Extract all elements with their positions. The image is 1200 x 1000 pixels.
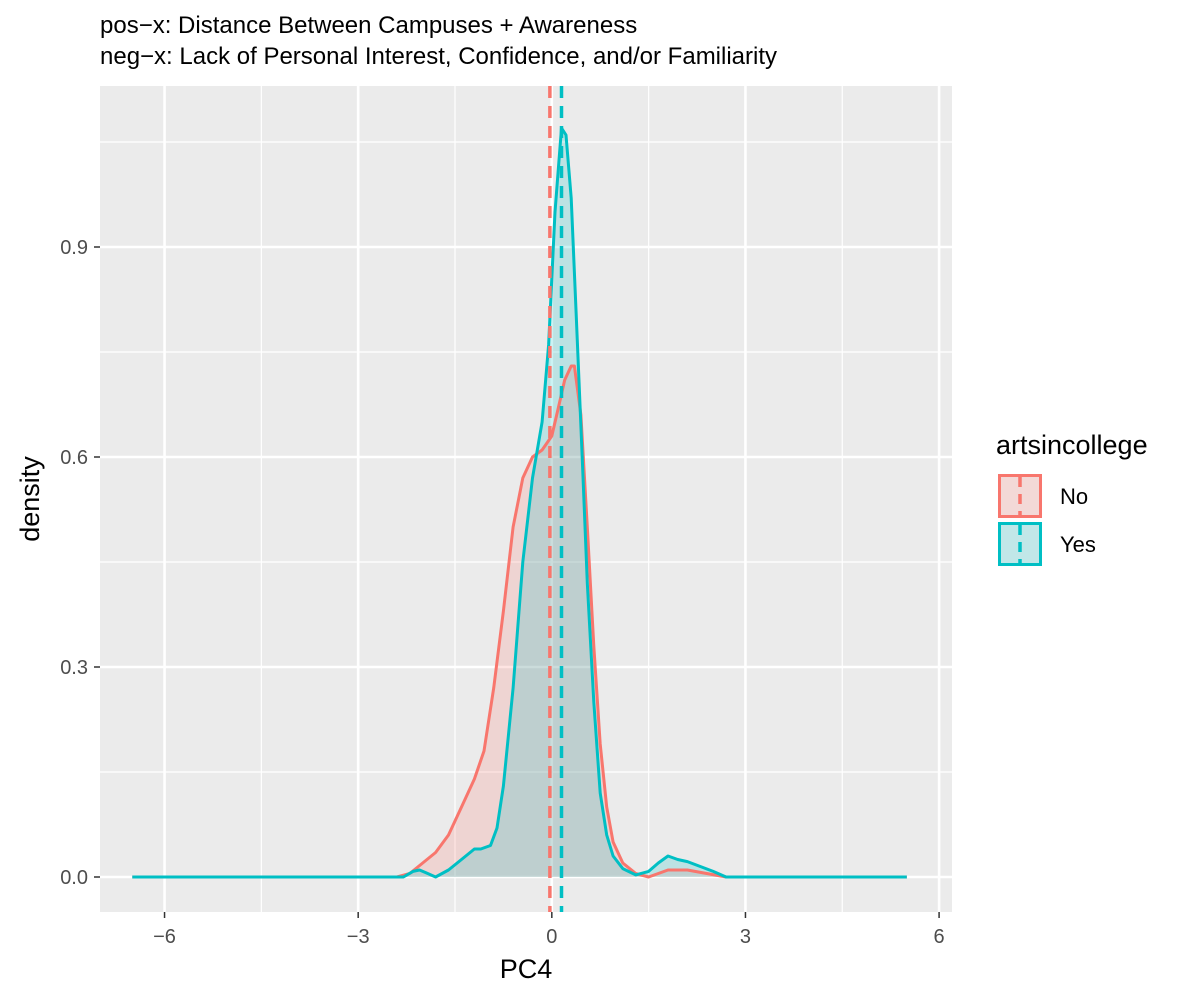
density-area-yes [132, 128, 907, 877]
y-tick-label: 0.9 [60, 237, 88, 259]
y-tick-label: 0.0 [60, 867, 88, 889]
density-line-yes [132, 126, 907, 879]
major-gridlines [100, 86, 952, 912]
chart-title: pos−x: Distance Between Campuses + Aware… [100, 12, 777, 70]
y-axis: 0.0 0.3 0.6 0.9 [60, 237, 100, 889]
x-tick-label: 3 [740, 926, 751, 948]
x-tick-label: 0 [546, 926, 557, 948]
x-axis-title: PC4 [500, 954, 553, 984]
x-tick-label: 6 [934, 926, 945, 948]
x-tick-label: −3 [347, 926, 370, 948]
y-axis-title: density [15, 456, 45, 542]
legend-title: artsincollege [996, 430, 1148, 460]
x-tick-label: −6 [153, 926, 176, 948]
legend-label-yes: Yes [1060, 532, 1096, 557]
title-line-2: neg−x: Lack of Personal Interest, Confid… [100, 43, 777, 70]
minor-gridlines [100, 86, 952, 912]
plot-panel [100, 86, 952, 912]
y-tick-label: 0.6 [60, 447, 88, 469]
title-line-1: pos−x: Distance Between Campuses + Aware… [100, 12, 637, 39]
x-axis: −6 −3 0 3 6 [153, 912, 945, 948]
mean-lines [548, 86, 564, 912]
legend-label-no: No [1060, 484, 1088, 509]
legend: artsincollege No Yes [996, 430, 1148, 566]
y-tick-label: 0.3 [60, 657, 88, 679]
